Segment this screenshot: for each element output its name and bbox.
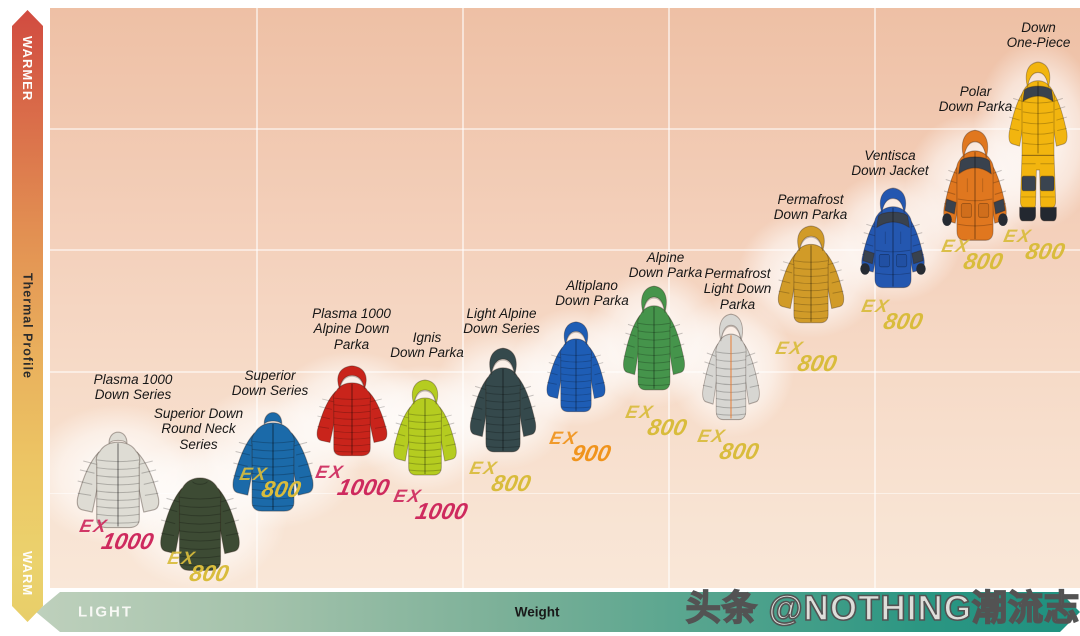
ex-word: EX xyxy=(773,338,807,358)
ex-word: EX xyxy=(467,458,501,478)
product-label: Permafrost Light Down Parka xyxy=(703,266,772,312)
jacket-image xyxy=(218,400,328,526)
ex-rating-badge: EX 800 xyxy=(1001,226,1068,265)
watermark: 头条 @NOTHING潮流志 xyxy=(685,588,1080,629)
ex-rating-badge: EX 800 xyxy=(467,458,534,497)
ex-number: 800 xyxy=(259,476,304,503)
ex-word: EX xyxy=(237,464,271,484)
ex-word: EX xyxy=(77,516,111,536)
ex-rating-badge: EX 1000 xyxy=(391,486,471,525)
ex-rating-badge: EX 800 xyxy=(859,296,926,335)
jacket-image xyxy=(382,378,468,488)
product-label: Permafrost Down Parka xyxy=(773,192,848,223)
product-label: Polar Down Parka xyxy=(938,84,1013,115)
ex-number: 800 xyxy=(187,560,232,587)
light-axis-label: LIGHT xyxy=(78,603,133,621)
ex-word: EX xyxy=(1001,226,1035,246)
product-label: Altiplano Down Parka xyxy=(555,278,629,309)
ex-number: 800 xyxy=(717,438,762,465)
ex-number: 800 xyxy=(881,308,926,335)
ex-number: 1000 xyxy=(413,498,471,525)
ex-number: 1000 xyxy=(335,474,393,501)
ex-rating-badge: EX 900 xyxy=(547,428,614,467)
ex-number: 900 xyxy=(569,440,614,467)
product-label: Alpine Down Parka xyxy=(628,250,703,281)
product-label: Superior Down Series xyxy=(231,368,309,399)
jacket-image xyxy=(692,312,770,434)
product-label: Superior Down Round Neck Series xyxy=(153,406,244,452)
jacket-image xyxy=(536,320,616,424)
weight-axis-title: Weight xyxy=(514,604,560,620)
jacket-image xyxy=(850,186,936,300)
ex-word: EX xyxy=(547,428,581,448)
ex-number: 1000 xyxy=(99,528,157,555)
ex-number: 800 xyxy=(795,350,840,377)
jacket-image xyxy=(146,454,254,586)
ex-word: EX xyxy=(391,486,425,506)
ex-rating-badge: EX 800 xyxy=(773,338,840,377)
jacket-image xyxy=(612,284,696,404)
ex-rating-badge: EX 800 xyxy=(695,426,762,465)
jacket-image xyxy=(458,346,548,466)
ex-number: 800 xyxy=(1023,238,1068,265)
ex-rating-badge: EX 800 xyxy=(623,402,690,441)
ex-rating-badge: EX 1000 xyxy=(313,462,393,501)
ex-word: EX xyxy=(859,296,893,316)
down-suit-image xyxy=(998,60,1078,226)
jacket-image xyxy=(304,364,400,468)
jacket-image xyxy=(62,420,174,542)
ex-rating-badge: EX 800 xyxy=(939,236,1006,275)
ex-word: EX xyxy=(939,236,973,256)
thermal-profile-axis-title: Thermal Profile xyxy=(20,273,35,380)
product-label: Ventisca Down Jacket xyxy=(851,148,929,179)
ex-word: EX xyxy=(623,402,657,422)
ex-rating-badge: EX 1000 xyxy=(77,516,157,555)
ex-number: 800 xyxy=(961,248,1006,275)
ex-number: 800 xyxy=(645,414,690,441)
ex-number: 800 xyxy=(489,470,534,497)
thermal-profile-axis: WARMER Thermal Profile WARM xyxy=(12,10,43,622)
weight-axis: LIGHT Weight xyxy=(36,592,1080,632)
ex-word: EX xyxy=(695,426,729,446)
product-label: Light Alpine Down Series xyxy=(463,306,540,337)
product-label: Plasma 1000 Alpine Down Parka xyxy=(312,306,391,352)
jacket-image xyxy=(766,224,856,336)
ex-word: EX xyxy=(313,462,347,482)
product-label: Ignis Down Parka xyxy=(390,330,464,361)
warm-axis-label: WARM xyxy=(20,550,35,596)
product-label: Down One-Piece xyxy=(1006,20,1071,51)
jacket-image xyxy=(932,128,1018,254)
ex-rating-badge: EX 800 xyxy=(237,464,304,503)
ex-rating-badge: EX 800 xyxy=(165,548,232,587)
product-label: Plasma 1000 Down Series xyxy=(93,372,173,403)
ex-word: EX xyxy=(165,548,199,568)
warmer-axis-label: WARMER xyxy=(20,36,35,102)
